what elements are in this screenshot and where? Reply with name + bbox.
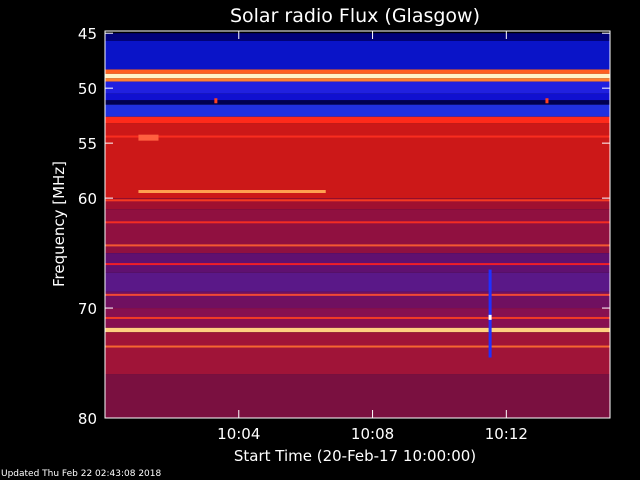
y-tick-label-4: 70 [78, 300, 97, 318]
y-axis-label: Frequency [MHz] [50, 161, 68, 287]
frequency-band-9 [105, 116, 610, 124]
plot-frame [104, 30, 611, 419]
emission-line-4 [105, 263, 610, 266]
x-axis-label: Start Time (20-Feb-17 10:00:00) [234, 447, 476, 465]
x-tick-label-2: 10:12 [485, 425, 528, 443]
frequency-band-0 [105, 33, 610, 41]
frequency-band-7 [105, 100, 610, 105]
emission-line-7 [105, 345, 610, 348]
updated-timestamp: Updated Thu Feb 22 02:43:08 2018 [1, 469, 162, 479]
frequency-band-8 [105, 104, 610, 117]
burst-spike-2 [488, 269, 492, 358]
frequency-band-19 [105, 374, 610, 418]
burst-dot-4 [214, 98, 218, 104]
emission-segment-0 [138, 190, 326, 194]
frequency-band-17 [105, 327, 610, 333]
frequency-band-14 [105, 272, 610, 292]
emission-line-1 [105, 199, 610, 202]
frequency-band-12 [105, 209, 610, 254]
frequency-band-11 [105, 198, 610, 210]
frequency-band-18 [105, 332, 610, 375]
x-axis-ticks: 10:04 10:08 10:12 [217, 31, 528, 443]
x-tick-label-1: 10:08 [351, 425, 394, 443]
frequency-band-3 [105, 73, 610, 79]
frequency-band-2 [105, 69, 610, 74]
y-tick-label-1: 50 [78, 80, 97, 98]
emission-line-2 [105, 221, 610, 224]
burst-dot-5 [545, 98, 549, 104]
emission-line-0 [105, 135, 610, 138]
frequency-band-5 [105, 81, 610, 94]
y-tick-label-5: 80 [78, 410, 97, 428]
y-tick-label-0: 45 [78, 25, 97, 43]
plot-area [105, 33, 610, 418]
burst-dot-3 [488, 314, 492, 320]
emission-patch-1 [138, 134, 159, 141]
frequency-band-6 [105, 93, 610, 101]
x-tick-label-0: 10:04 [217, 425, 260, 443]
frequency-band-10 [105, 123, 610, 199]
frequency-band-13 [105, 253, 610, 273]
frequency-band-1 [105, 40, 610, 70]
emission-line-6 [105, 316, 610, 319]
chart-title: Solar radio Flux (Glasgow) [230, 5, 480, 27]
y-axis-ticks: 45 50 55 60 70 80 [78, 25, 610, 428]
frequency-band-4 [105, 78, 610, 82]
y-tick-label-2: 55 [78, 135, 97, 153]
emission-line-3 [105, 244, 610, 247]
emission-line-5 [105, 293, 610, 296]
y-tick-label-3: 60 [78, 190, 97, 208]
